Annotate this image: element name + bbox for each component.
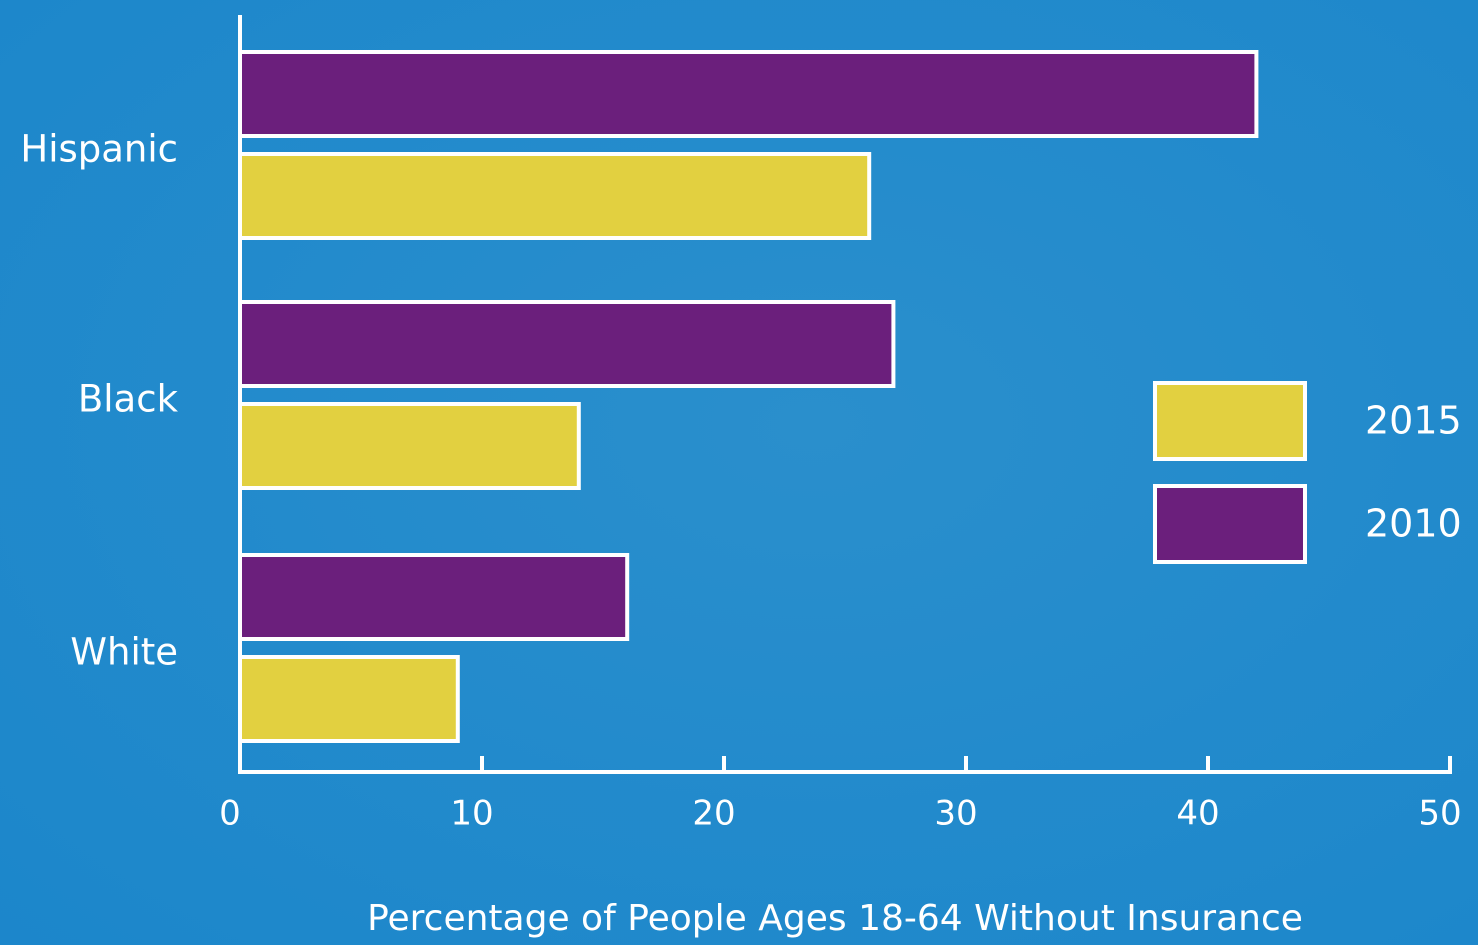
x-tick-label: 10 xyxy=(450,794,493,834)
legend-swatch xyxy=(1155,486,1305,562)
category-label: Black xyxy=(78,378,179,421)
legend-label: 2015 xyxy=(1365,399,1462,443)
x-axis-title: Percentage of People Ages 18-64 Without … xyxy=(367,898,1303,939)
category-label: Hispanic xyxy=(20,128,178,171)
bar xyxy=(240,154,869,238)
legend-swatch xyxy=(1155,383,1305,459)
x-tick-label: 20 xyxy=(692,794,735,834)
chart: Percentage of People Ages 18-64 Without … xyxy=(0,0,1478,945)
bar xyxy=(240,404,579,488)
bar xyxy=(240,52,1256,136)
x-tick-label: 30 xyxy=(934,794,977,834)
bar xyxy=(240,657,458,741)
x-tick-label: 40 xyxy=(1176,794,1219,834)
legend-label: 2010 xyxy=(1365,502,1462,546)
x-tick-label: 0 xyxy=(219,794,241,834)
x-tick-label: 50 xyxy=(1418,794,1461,834)
bar xyxy=(240,302,893,386)
category-label: White xyxy=(70,631,178,674)
bar xyxy=(240,555,627,639)
